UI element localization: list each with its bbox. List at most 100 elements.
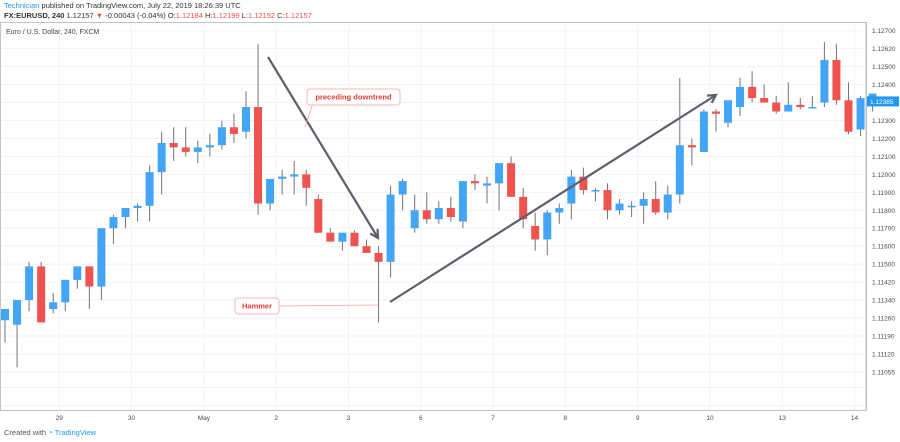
close-label: C: <box>277 11 285 20</box>
x-tick-label: May <box>198 415 211 422</box>
y-tick-label: 1.12500 <box>872 64 896 71</box>
uptrend-arrow-head <box>706 93 718 104</box>
bearish-candle <box>326 232 335 242</box>
y-tick-label: 1.11900 <box>872 190 895 197</box>
low-value: 1.12152 <box>247 11 276 20</box>
bullish-candle <box>109 217 118 229</box>
x-tick-label: 10 <box>706 415 714 422</box>
bullish-candle <box>555 208 564 213</box>
bullish-candle <box>784 104 793 112</box>
price-change: -0.00043 (-0.04%) <box>105 11 166 20</box>
y-tick-label: 1.12000 <box>872 172 896 179</box>
bearish-candle <box>302 174 311 188</box>
bullish-candle <box>193 147 202 152</box>
y-tick-label: 1.12100 <box>872 154 896 161</box>
current-price-label: 1.12385 <box>870 99 894 106</box>
y-tick-label: 1.11190 <box>872 333 895 340</box>
bullish-candle <box>217 127 226 146</box>
bearish-candle <box>422 210 431 220</box>
open-value: 1.12184 <box>175 11 203 20</box>
bearish-candle <box>169 142 178 148</box>
x-tick-label: 14 <box>851 415 859 422</box>
bearish-candle <box>603 190 612 211</box>
bullish-candle <box>675 145 684 195</box>
bullish-candle <box>458 181 467 222</box>
bullish-candle <box>615 203 624 211</box>
bullish-candle <box>49 302 58 310</box>
hammer-pointer <box>278 304 379 307</box>
chart-frame[interactable]: 1.12700 1.12620 1.12500 1.12400 1.12385 1.123… <box>0 22 900 426</box>
bearish-candle <box>531 225 540 240</box>
x-tick-label: 7 <box>491 415 495 422</box>
bearish-candle <box>374 252 383 262</box>
chart-title: Euro / U.S. Dollar, 240, FXCM <box>6 29 100 36</box>
y-tick-label: 1.12400 <box>872 82 896 89</box>
x-tick-label: 8 <box>564 415 568 422</box>
downtrend-callout-text: preceding downtrend <box>315 93 392 102</box>
candlestick-chart[interactable]: 1.12700 1.12620 1.12500 1.12400 1.12385 1.123… <box>0 22 900 426</box>
symbol-line: FX:EURUSD, 240 1.12157 ▼ -0.00043 (-0.04… <box>4 11 312 21</box>
bullish-candle <box>567 176 576 204</box>
y-tick-label: 1.11600 <box>872 244 895 251</box>
bullish-candle <box>157 142 166 173</box>
bullish-candle <box>278 176 287 179</box>
low-label: L: <box>241 11 248 20</box>
bullish-candle <box>627 205 636 208</box>
bullish-candle <box>495 163 504 184</box>
y-tick-label: 1.12700 <box>872 28 896 35</box>
bearish-candle <box>832 59 841 101</box>
y-tick-label: 1.11800 <box>872 208 895 215</box>
bullish-candle <box>242 107 250 132</box>
footer: Created with ◔ TradingView <box>4 428 96 437</box>
bearish-candle <box>181 147 190 152</box>
x-tick-label: 30 <box>128 415 136 422</box>
bullish-candle <box>25 266 34 301</box>
bullish-candle <box>205 145 214 148</box>
tradingview-brand[interactable]: TradingView <box>54 428 96 437</box>
bearish-candle <box>579 176 588 191</box>
high-label: H: <box>204 11 213 20</box>
bullish-candle <box>133 205 142 209</box>
hammer-callout-text: Hammer <box>242 302 272 311</box>
y-tick-label: 1.12620 <box>872 46 896 53</box>
created-with-label: Created with <box>4 428 47 437</box>
y-tick-label: 1.11260 <box>872 315 895 322</box>
bearish-candle <box>711 111 720 114</box>
bearish-candle <box>254 107 263 204</box>
x-tick-label: 29 <box>56 415 64 422</box>
author-link[interactable]: Technician <box>4 1 40 10</box>
bearish-candle <box>362 246 371 253</box>
bullish-candle <box>856 98 865 130</box>
close-value: 1.12157 <box>284 11 312 20</box>
bearish-candle <box>314 199 323 233</box>
bearish-candle <box>229 127 238 134</box>
bullish-candle <box>724 100 732 123</box>
bearish-candle <box>519 196 528 220</box>
publish-line: Technician published on TradingView.com,… <box>4 1 241 11</box>
bearish-candle <box>470 181 479 184</box>
bullish-candle <box>410 210 419 229</box>
bullish-candle <box>13 300 22 325</box>
bearish-candle <box>37 266 46 323</box>
y-tick-label: 1.11500 <box>872 262 895 269</box>
bearish-candle <box>651 199 660 213</box>
bullish-candle <box>338 232 347 242</box>
open-label: O: <box>167 11 176 20</box>
bearish-candle <box>844 100 853 132</box>
hammer-callout <box>234 297 280 315</box>
bearish-candle <box>772 102 781 112</box>
y-tick-label: 1.12200 <box>872 136 896 143</box>
bullish-candle <box>483 183 491 186</box>
bearish-candle <box>507 163 516 197</box>
bullish-candle <box>398 181 407 195</box>
bearish-candle <box>760 98 769 103</box>
bullish-candle <box>121 208 130 217</box>
bearish-candle <box>796 104 805 108</box>
bullish-candle <box>73 266 82 280</box>
bearish-candle <box>85 266 94 287</box>
bullish-candle <box>61 279 70 303</box>
downtrend-callout <box>306 88 401 106</box>
y-tick-label: 1.12300 <box>872 118 896 125</box>
y-tick-label: 1.11700 <box>872 226 895 233</box>
bullish-candle <box>543 212 552 240</box>
